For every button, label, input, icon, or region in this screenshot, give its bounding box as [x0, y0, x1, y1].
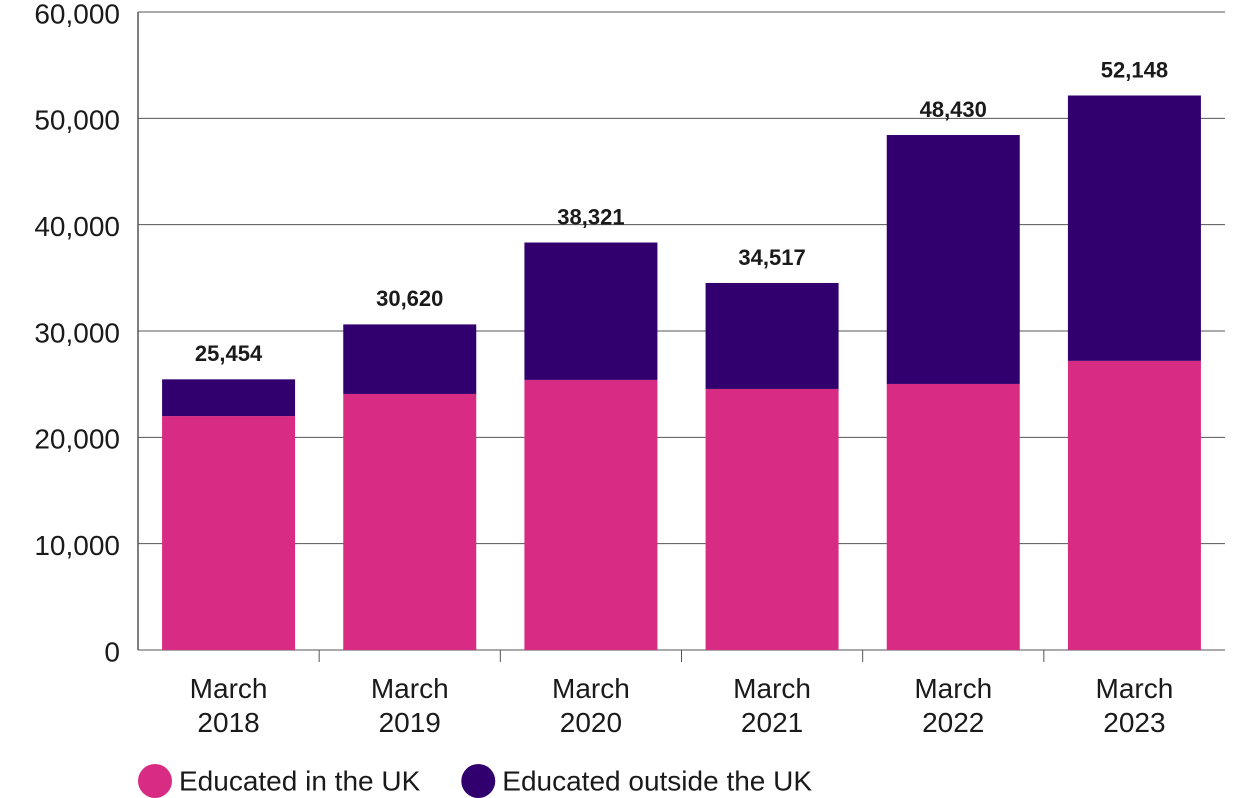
total-label: 38,321	[557, 204, 624, 229]
bar-segment	[1067, 360, 1201, 650]
y-tick-label: 60,000	[34, 0, 120, 29]
total-label: 52,148	[1101, 57, 1168, 82]
legend-label: Educated in the UK	[179, 765, 421, 796]
x-tick-label: March 2022	[914, 673, 993, 738]
bar-segment	[524, 379, 658, 650]
y-tick-label: 10,000	[34, 530, 120, 561]
bar-segment	[524, 242, 658, 380]
x-tick-label: March 2019	[370, 673, 449, 738]
y-tick-label: 0	[104, 636, 120, 667]
bar-segment	[343, 324, 477, 394]
bar-segment	[886, 383, 1020, 650]
legend-swatch	[138, 764, 172, 798]
y-tick-label: 50,000	[34, 105, 120, 136]
total-label: 25,454	[195, 341, 263, 366]
x-tick-label: March 2020	[552, 673, 630, 738]
total-label: 34,517	[738, 245, 805, 270]
bar-segment	[705, 388, 839, 650]
bar-segment	[343, 393, 477, 650]
bar-segment	[705, 282, 839, 389]
x-tick-label: March 2023	[1095, 673, 1174, 738]
bar-segment	[1067, 95, 1201, 361]
bar-segment	[162, 379, 296, 417]
legend-swatch	[461, 764, 496, 798]
bar-segment	[886, 135, 1020, 384]
bar-segment	[162, 416, 296, 650]
x-tick-label: March 2021	[733, 673, 811, 738]
legend-label: Educated outside the UK	[502, 765, 812, 796]
y-tick-label: 40,000	[34, 211, 120, 242]
total-label: 48,430	[920, 97, 987, 122]
x-tick-label: March 2018	[189, 673, 268, 738]
total-label: 30,620	[376, 286, 443, 311]
y-tick-label: 20,000	[34, 424, 120, 455]
y-tick-label: 30,000	[34, 317, 120, 348]
